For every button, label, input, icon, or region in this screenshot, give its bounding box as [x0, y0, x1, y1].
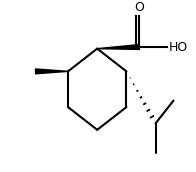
Polygon shape: [35, 69, 68, 74]
Text: O: O: [134, 1, 144, 14]
Polygon shape: [97, 45, 140, 50]
Text: HO: HO: [169, 41, 188, 53]
